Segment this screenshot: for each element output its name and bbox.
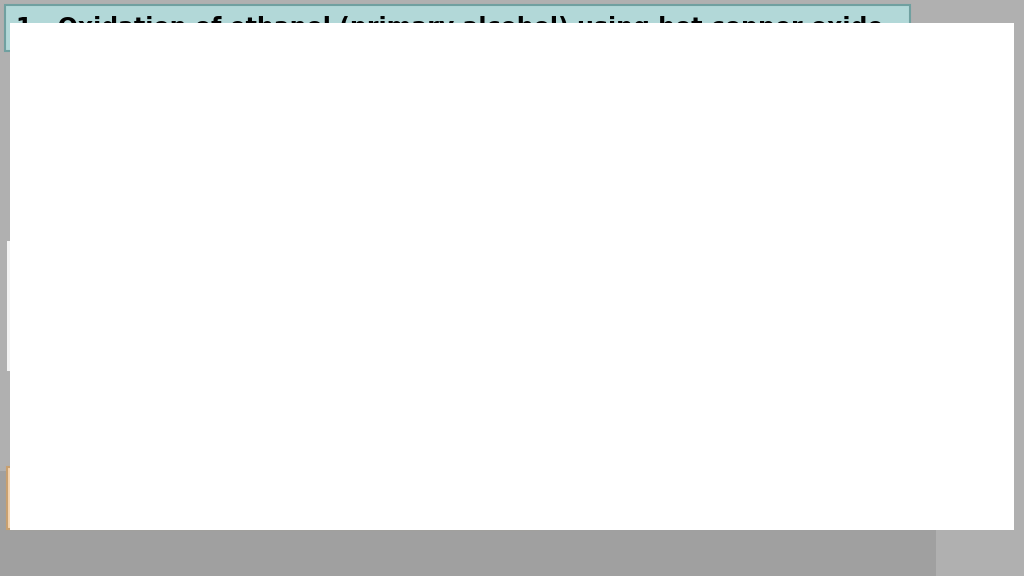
Ellipse shape (251, 170, 257, 176)
Text: ceramic wool
soaked in
ethanol: ceramic wool soaked in ethanol (36, 274, 156, 334)
Polygon shape (568, 448, 615, 513)
Ellipse shape (261, 169, 268, 180)
Ellipse shape (262, 168, 273, 173)
Text: colour change: colour change (471, 259, 599, 277)
Ellipse shape (254, 172, 260, 177)
Circle shape (580, 490, 588, 498)
Ellipse shape (254, 164, 260, 172)
Text: HEAT: HEAT (244, 351, 332, 381)
Text: to: to (547, 287, 570, 305)
Ellipse shape (263, 165, 271, 173)
Ellipse shape (257, 171, 264, 179)
Ellipse shape (249, 169, 258, 173)
Circle shape (583, 476, 591, 486)
Text: red/brown: red/brown (471, 315, 574, 333)
FancyBboxPatch shape (431, 176, 482, 218)
FancyBboxPatch shape (7, 241, 185, 371)
Ellipse shape (250, 166, 259, 172)
FancyBboxPatch shape (11, 56, 907, 528)
FancyBboxPatch shape (4, 5, 909, 51)
FancyBboxPatch shape (7, 467, 538, 529)
Ellipse shape (112, 150, 171, 202)
Text: 1.  Oxidation of ethanol (primary alcohol) using hot copper oxide: 1. Oxidation of ethanol (primary alcohol… (16, 16, 884, 40)
Polygon shape (249, 211, 327, 476)
Text: ethanal: ethanal (282, 486, 365, 505)
Text: .: . (524, 486, 531, 505)
Ellipse shape (262, 169, 271, 176)
FancyBboxPatch shape (80, 123, 597, 229)
FancyBboxPatch shape (594, 471, 936, 576)
Text: universal
indicator
shows an acid
is produced: universal indicator shows an acid is pro… (679, 356, 806, 437)
Ellipse shape (261, 164, 267, 171)
Circle shape (586, 499, 594, 509)
Circle shape (592, 490, 600, 498)
Text: ethanoic acid: ethanoic acid (423, 486, 569, 505)
Circle shape (583, 449, 591, 458)
Text: and: and (371, 486, 425, 505)
FancyBboxPatch shape (0, 471, 141, 576)
FancyBboxPatch shape (0, 526, 936, 576)
Ellipse shape (258, 164, 263, 170)
Text: black: black (506, 287, 559, 305)
FancyBboxPatch shape (431, 101, 482, 156)
Text: from: from (471, 287, 518, 305)
Text: copper(II) oxide: copper(II) oxide (471, 231, 612, 249)
Text: This reaction produces: This reaction produces (26, 486, 284, 505)
Circle shape (583, 464, 591, 472)
